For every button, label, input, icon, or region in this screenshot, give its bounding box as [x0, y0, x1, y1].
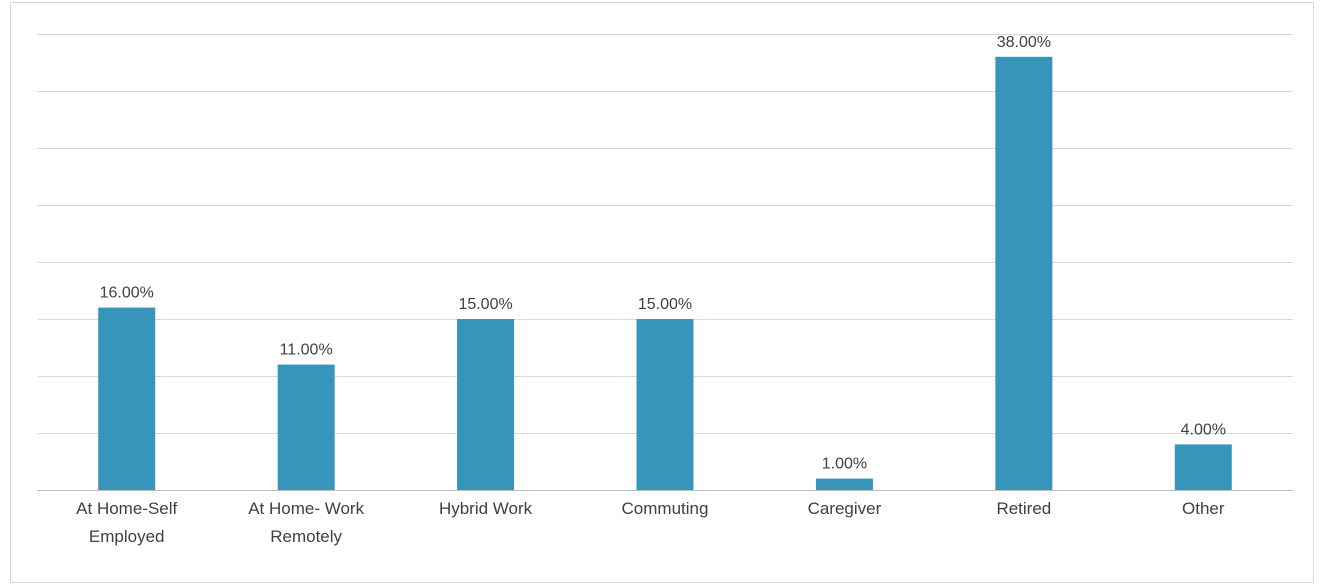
bar [636, 319, 694, 490]
bar [277, 364, 335, 490]
value-label: 38.00% [997, 34, 1051, 51]
x-tick-label: At Home-Self Employed [76, 499, 178, 546]
bar [98, 307, 156, 490]
bar [457, 319, 515, 490]
value-label: 11.00% [280, 342, 333, 359]
value-label: 4.00% [1181, 421, 1226, 438]
x-tick-label: Caregiver [807, 499, 882, 518]
value-label: 15.00% [638, 296, 692, 313]
x-tick-label: Hybrid Work [438, 499, 533, 518]
bar [995, 56, 1053, 491]
value-label: 15.00% [458, 296, 512, 313]
bar [1174, 444, 1232, 490]
x-tick-label: At Home- Work Remotely [248, 499, 365, 546]
value-label: 1.00% [822, 456, 867, 473]
bar [815, 478, 873, 490]
x-tick-label: Other [1182, 499, 1225, 518]
x-tick-label: Commuting [621, 499, 709, 518]
value-label: 16.00% [100, 285, 154, 302]
x-tick-label: Retired [996, 499, 1052, 518]
